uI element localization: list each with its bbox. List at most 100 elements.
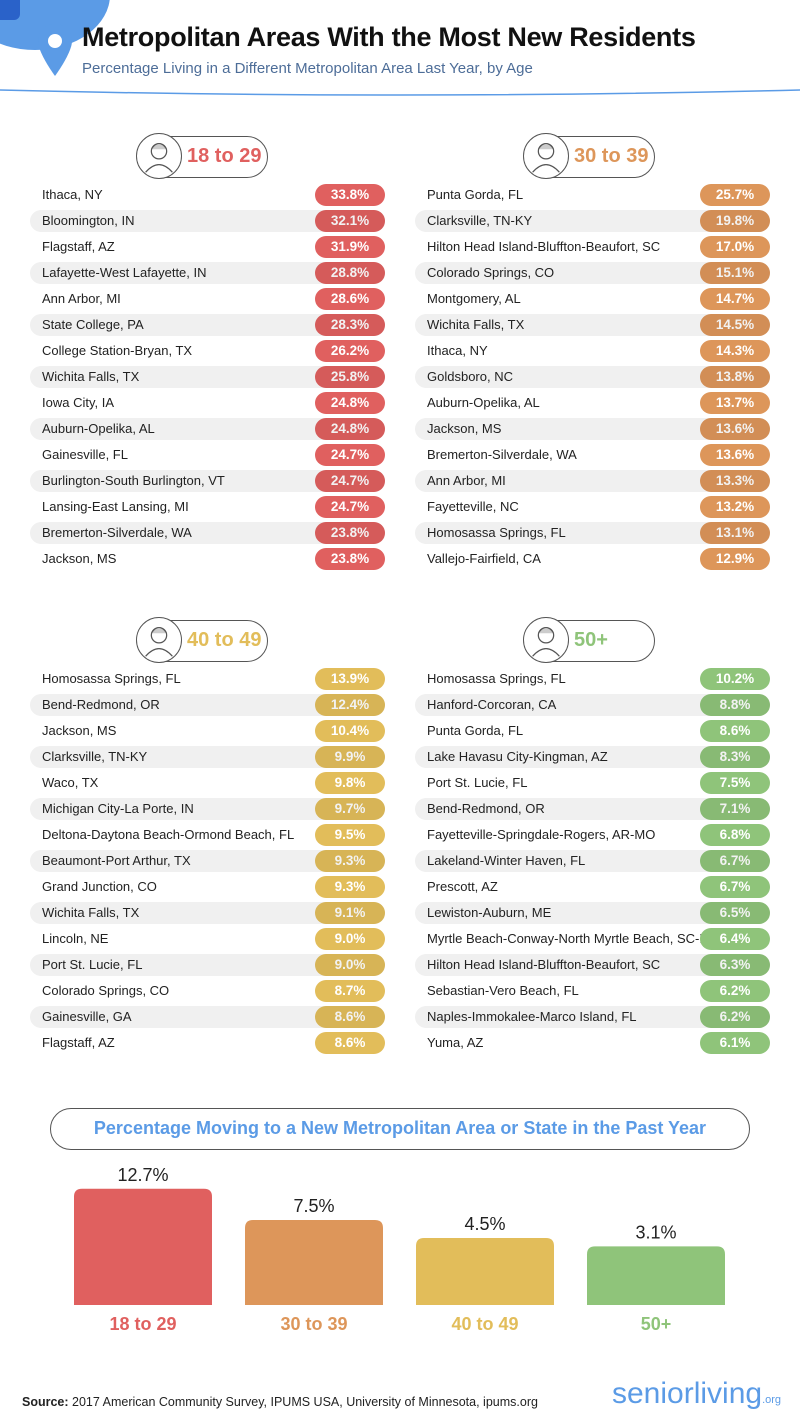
metro-name: Lansing-East Lansing, MI <box>42 499 189 514</box>
metro-name: Homosassa Springs, FL <box>427 525 566 540</box>
percent-badge: 9.7% <box>315 798 385 820</box>
metro-name: College Station-Bryan, TX <box>42 343 193 358</box>
percent-badge: 13.6% <box>700 418 770 440</box>
metro-name: Auburn-Opelika, AL <box>42 421 155 436</box>
table-row: Bremerton-Silverdale, WA 13.6% <box>415 444 770 466</box>
metro-name: Jackson, MS <box>42 551 117 566</box>
percent-badge: 13.1% <box>700 522 770 544</box>
percent-badge: 6.8% <box>700 824 770 846</box>
divider <box>0 89 800 96</box>
percent-badge: 13.6% <box>700 444 770 466</box>
percent-badge: 6.2% <box>700 980 770 1002</box>
table-row: Jackson, MS 13.6% <box>415 418 770 440</box>
metro-name: Fayetteville-Springdale-Rogers, AR-MO <box>427 827 656 842</box>
table-row: Ithaca, NY 33.8% <box>30 184 385 206</box>
percent-badge: 19.8% <box>700 210 770 232</box>
table-row: Prescott, AZ 6.7% <box>415 876 770 898</box>
logo-text: seniorliving <box>612 1377 763 1410</box>
metro-name: Homosassa Springs, FL <box>42 671 181 686</box>
percent-badge: 9.3% <box>315 850 385 872</box>
age-group-header: 50+ <box>415 617 770 664</box>
table-row: Hanford-Corcoran, CA 8.8% <box>415 694 770 716</box>
metro-name: Punta Gorda, FL <box>427 723 524 738</box>
metro-name: Goldsboro, NC <box>427 369 513 384</box>
metro-name: Michigan City-La Porte, IN <box>42 801 194 816</box>
metro-name: Yuma, AZ <box>427 1035 484 1050</box>
metro-name: Flagstaff, AZ <box>42 1035 115 1050</box>
table-row: Punta Gorda, FL 8.6% <box>415 720 770 742</box>
percent-badge: 8.6% <box>700 720 770 742</box>
age-group-panel: 30 to 39 Punta Gorda, FL 25.7% Clarksville,… <box>415 133 770 574</box>
percent-badge: 31.9% <box>315 236 385 258</box>
percent-badge: 13.8% <box>700 366 770 388</box>
percent-badge: 10.4% <box>315 720 385 742</box>
percent-badge: 6.2% <box>700 1006 770 1028</box>
metro-name: Naples-Immokalee-Marco Island, FL <box>427 1009 637 1024</box>
metro-name: State College, PA <box>42 317 144 332</box>
table-row: Colorado Springs, CO 15.1% <box>415 262 770 284</box>
metro-name: Lakeland-Winter Haven, FL <box>427 853 586 868</box>
table-row: Michigan City-La Porte, IN 9.7% <box>30 798 385 820</box>
table-row: Gainesville, GA 8.6% <box>30 1006 385 1028</box>
bar-chart: 12.7% 18 to 29 7.5% 30 to 39 4.5% 40 to 49 3.1… <box>74 1165 725 1334</box>
metro-name: Iowa City, IA <box>42 395 115 410</box>
age-group-header: 30 to 39 <box>415 133 770 180</box>
table-row: Clarksville, TN-KY 19.8% <box>415 210 770 232</box>
percent-badge: 9.0% <box>315 954 385 976</box>
metro-name: Wichita Falls, TX <box>427 317 525 332</box>
age-group-panel: 50+ Homosassa Springs, FL 10.2% Hanford-Cor… <box>415 617 770 1058</box>
metro-name: Ithaca, NY <box>427 343 488 358</box>
table-row: Clarksville, TN-KY 9.9% <box>30 746 385 768</box>
age-group-panel: 40 to 49 Homosassa Springs, FL 13.9% Bend-R… <box>30 617 385 1058</box>
source-note: Source: 2017 American Community Survey, … <box>22 1395 538 1409</box>
metro-name: Hanford-Corcoran, CA <box>427 697 557 712</box>
percent-badge: 13.9% <box>315 668 385 690</box>
decorative-blob <box>0 0 20 20</box>
metro-name: Gainesville, FL <box>42 447 128 462</box>
metro-name: Jackson, MS <box>42 723 117 738</box>
table-row: Bend-Redmond, OR 12.4% <box>30 694 385 716</box>
percent-badge: 7.5% <box>700 772 770 794</box>
metro-name: Ithaca, NY <box>42 187 103 202</box>
metro-name: Wichita Falls, TX <box>42 369 140 384</box>
table-row: Colorado Springs, CO 8.7% <box>30 980 385 1002</box>
table-row: College Station-Bryan, TX 26.2% <box>30 340 385 362</box>
metro-name: Punta Gorda, FL <box>427 187 524 202</box>
percent-badge: 12.4% <box>315 694 385 716</box>
bar-value-label: 4.5% <box>464 1214 505 1234</box>
metro-name: Bremerton-Silverdale, WA <box>427 447 577 462</box>
percent-badge: 13.2% <box>700 496 770 518</box>
table-row: Waco, TX 9.8% <box>30 772 385 794</box>
percent-badge: 9.5% <box>315 824 385 846</box>
metro-name: Lafayette-West Lafayette, IN <box>42 265 207 280</box>
table-row: Homosassa Springs, FL 10.2% <box>415 668 770 690</box>
bar-value-label: 12.7% <box>117 1165 168 1185</box>
table-row: Lincoln, NE 9.0% <box>30 928 385 950</box>
percent-badge: 9.8% <box>315 772 385 794</box>
page-title: Metropolitan Areas With the Most New Res… <box>82 22 696 52</box>
percent-badge: 24.7% <box>315 470 385 492</box>
percent-badge: 8.8% <box>700 694 770 716</box>
brand-logo[interactable]: seniorliving.org <box>612 1377 781 1411</box>
metro-name: Lincoln, NE <box>42 931 109 946</box>
metro-name: Colorado Springs, CO <box>42 983 170 998</box>
metro-name: Flagstaff, AZ <box>42 239 115 254</box>
table-row: Beaumont-Port Arthur, TX 9.3% <box>30 850 385 872</box>
percent-badge: 14.5% <box>700 314 770 336</box>
percent-badge: 9.0% <box>315 928 385 950</box>
bar-category-label: 50+ <box>641 1314 672 1334</box>
table-row: Jackson, MS 23.8% <box>30 548 385 570</box>
table-row: Naples-Immokalee-Marco Island, FL 6.2% <box>415 1006 770 1028</box>
metro-name: Beaumont-Port Arthur, TX <box>42 853 191 868</box>
table-row: Hilton Head Island-Bluffton-Beaufort, SC… <box>415 954 770 976</box>
percent-badge: 7.1% <box>700 798 770 820</box>
percent-badge: 24.8% <box>315 418 385 440</box>
percent-badge: 23.8% <box>315 522 385 544</box>
percent-badge: 24.7% <box>315 444 385 466</box>
metro-name: Lake Havasu City-Kingman, AZ <box>427 749 608 764</box>
percent-badge: 15.1% <box>700 262 770 284</box>
metro-name: Wichita Falls, TX <box>42 905 140 920</box>
metro-name: Lewiston-Auburn, ME <box>427 905 552 920</box>
percent-badge: 13.3% <box>700 470 770 492</box>
percent-badge: 25.8% <box>315 366 385 388</box>
